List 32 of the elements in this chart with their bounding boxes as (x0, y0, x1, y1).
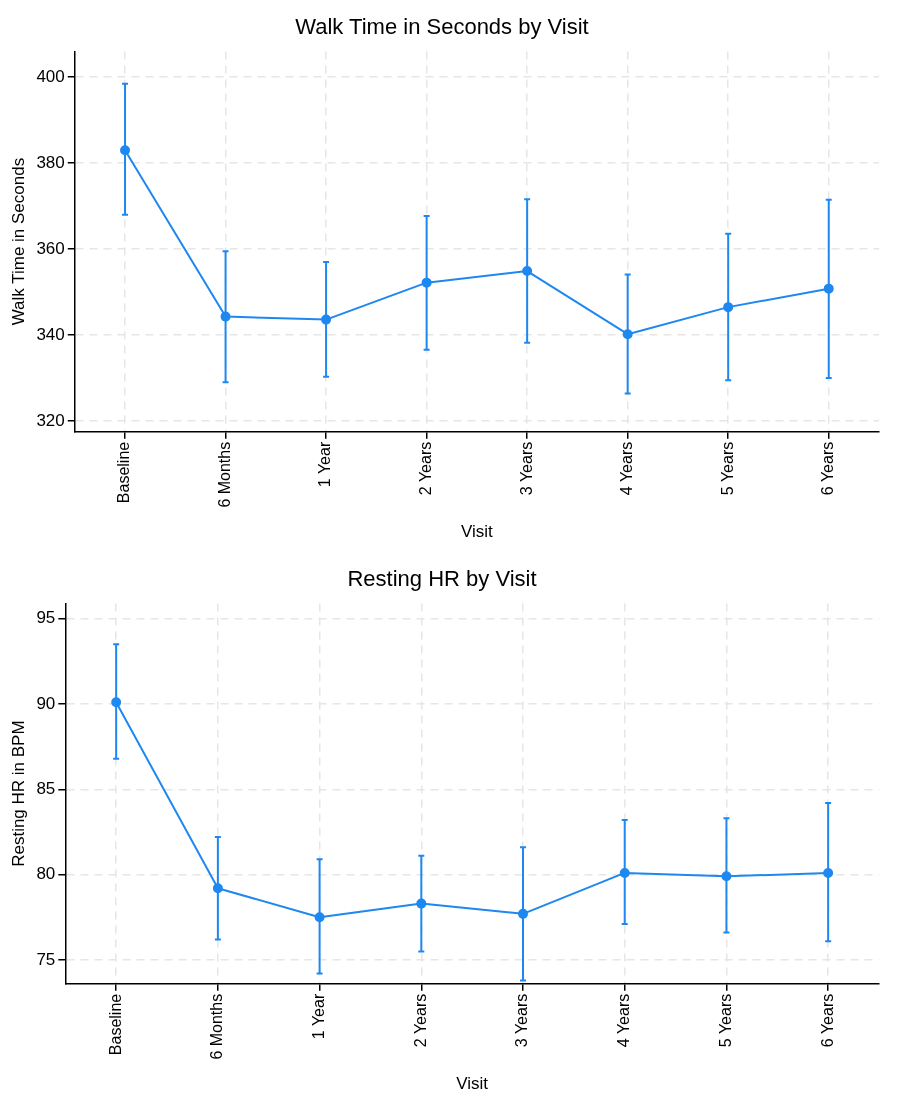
y-tick-label: 320 (36, 410, 65, 430)
x-axis-title: Visit (460, 522, 494, 542)
x-tick-label: Baseline (115, 441, 133, 504)
y-axis-title: Resting HR in BPM (8, 720, 28, 867)
x-tick-label: 6 Years (818, 993, 836, 1048)
x-axis-title: Visit (456, 1074, 489, 1094)
x-tick-label: 1 Year (309, 993, 327, 1040)
x-tick-label: 3 Years (513, 993, 531, 1048)
y-tick-label: 95 (36, 608, 56, 628)
x-tick-label: 3 Years (517, 441, 535, 496)
x-tick-label: 2 Years (417, 441, 435, 496)
x-tick-label: Baseline (106, 993, 124, 1056)
chart-title: Resting HR by Visit (347, 566, 537, 592)
x-tick-label: 6 Years (819, 441, 837, 496)
y-tick-label: 80 (36, 864, 56, 884)
y-tick-label: 90 (36, 693, 56, 713)
y-tick-label: 340 (36, 324, 65, 344)
x-tick-label: 4 Years (615, 993, 633, 1048)
x-tick-label: 6 Months (208, 993, 226, 1060)
y-tick-label: 75 (36, 949, 56, 969)
y-tick-label: 400 (36, 66, 65, 86)
y-tick-label: 380 (36, 152, 65, 172)
x-tick-label: 4 Years (618, 441, 636, 496)
x-tick-label: 5 Years (716, 993, 734, 1048)
x-tick-label: 1 Year (316, 441, 334, 488)
x-tick-label: 2 Years (411, 993, 429, 1048)
chart-title: Walk Time in Seconds by Visit (295, 14, 589, 40)
x-tick-label: 5 Years (718, 441, 736, 496)
y-tick-label: 360 (36, 238, 65, 258)
y-axis-title: Walk Time in Seconds (8, 157, 28, 326)
x-tick-label: 6 Months (215, 441, 233, 508)
y-tick-label: 85 (36, 779, 56, 799)
